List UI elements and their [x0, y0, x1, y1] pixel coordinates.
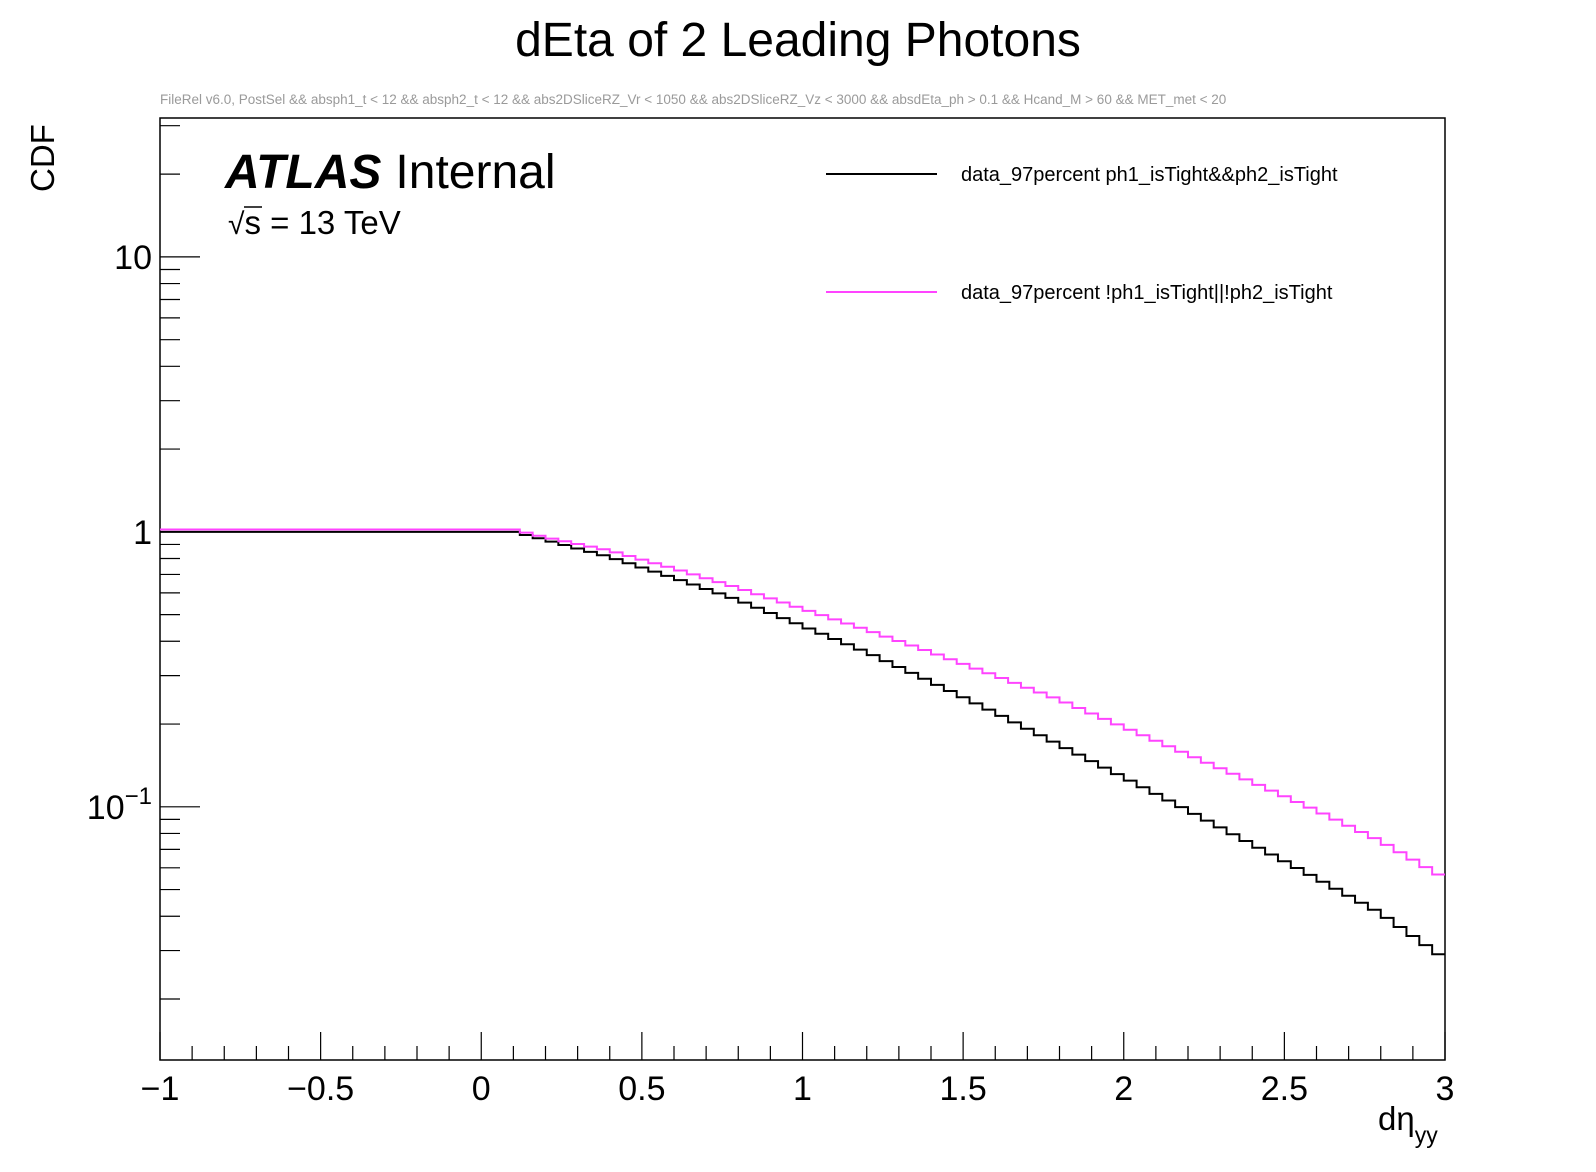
chart-title: dEta of 2 Leading Photons — [515, 14, 1081, 67]
x-tick-labels: −1 −0.5 0 0.5 1 1.5 2 2.5 3 — [141, 1070, 1455, 1108]
y-tick-label: 10 — [114, 239, 152, 277]
x-tick-label: 2.5 — [1261, 1070, 1308, 1108]
legend-label-1: data_97percent ph1_isTight&&ph2_isTight — [961, 164, 1338, 186]
x-tick-label: 0.5 — [618, 1070, 665, 1108]
y-tick-label-exponent: −1 — [125, 783, 152, 810]
x-tick-label: 0 — [472, 1070, 491, 1108]
atlas-word: ATLAS — [224, 146, 381, 199]
chart-subtitle: FileRel v6.0, PostSel && absph1_t < 12 &… — [160, 92, 1226, 107]
y-tick-label: 1 — [133, 514, 152, 552]
x-tick-label: −1 — [141, 1070, 180, 1108]
internal-word: Internal — [395, 146, 555, 199]
series-group — [160, 528, 1445, 956]
x-axis-label: dηyy — [1378, 1100, 1438, 1148]
x-tick-label: 1.5 — [939, 1070, 986, 1108]
x-axis-label-subscript: yy — [1415, 1122, 1439, 1148]
y-tick-label-base: 1 — [133, 514, 152, 552]
y-tick-label-base: 10 — [87, 789, 125, 827]
y-tick-label: 10−1 — [87, 783, 152, 827]
legend-label-2: data_97percent !ph1_isTight||!ph2_isTigh… — [961, 282, 1333, 304]
y-axis-ticks — [160, 125, 200, 1000]
x-axis-label-main: dη — [1378, 1100, 1415, 1137]
y-tick-label-base: 10 — [114, 239, 152, 277]
legend: data_97percent ph1_isTight&&ph2_isTightd… — [826, 164, 1338, 304]
x-tick-label: 3 — [1436, 1070, 1455, 1108]
atlas-label: ATLAS Internal — [224, 146, 556, 199]
energy-label: √s = 13 TeV — [228, 204, 401, 241]
y-axis-label: CDF — [24, 124, 61, 192]
x-tick-label: −0.5 — [287, 1070, 354, 1108]
energy-value: s = 13 TeV — [244, 204, 400, 241]
x-tick-label: 1 — [793, 1070, 812, 1108]
plot-frame — [159, 117, 1446, 1061]
series-line-1 — [160, 530, 1445, 956]
series-line-2 — [160, 528, 1445, 876]
x-axis-ticks — [159, 1032, 1446, 1060]
x-tick-label: 2 — [1114, 1070, 1133, 1108]
sqrt-symbol: √ — [228, 208, 245, 241]
